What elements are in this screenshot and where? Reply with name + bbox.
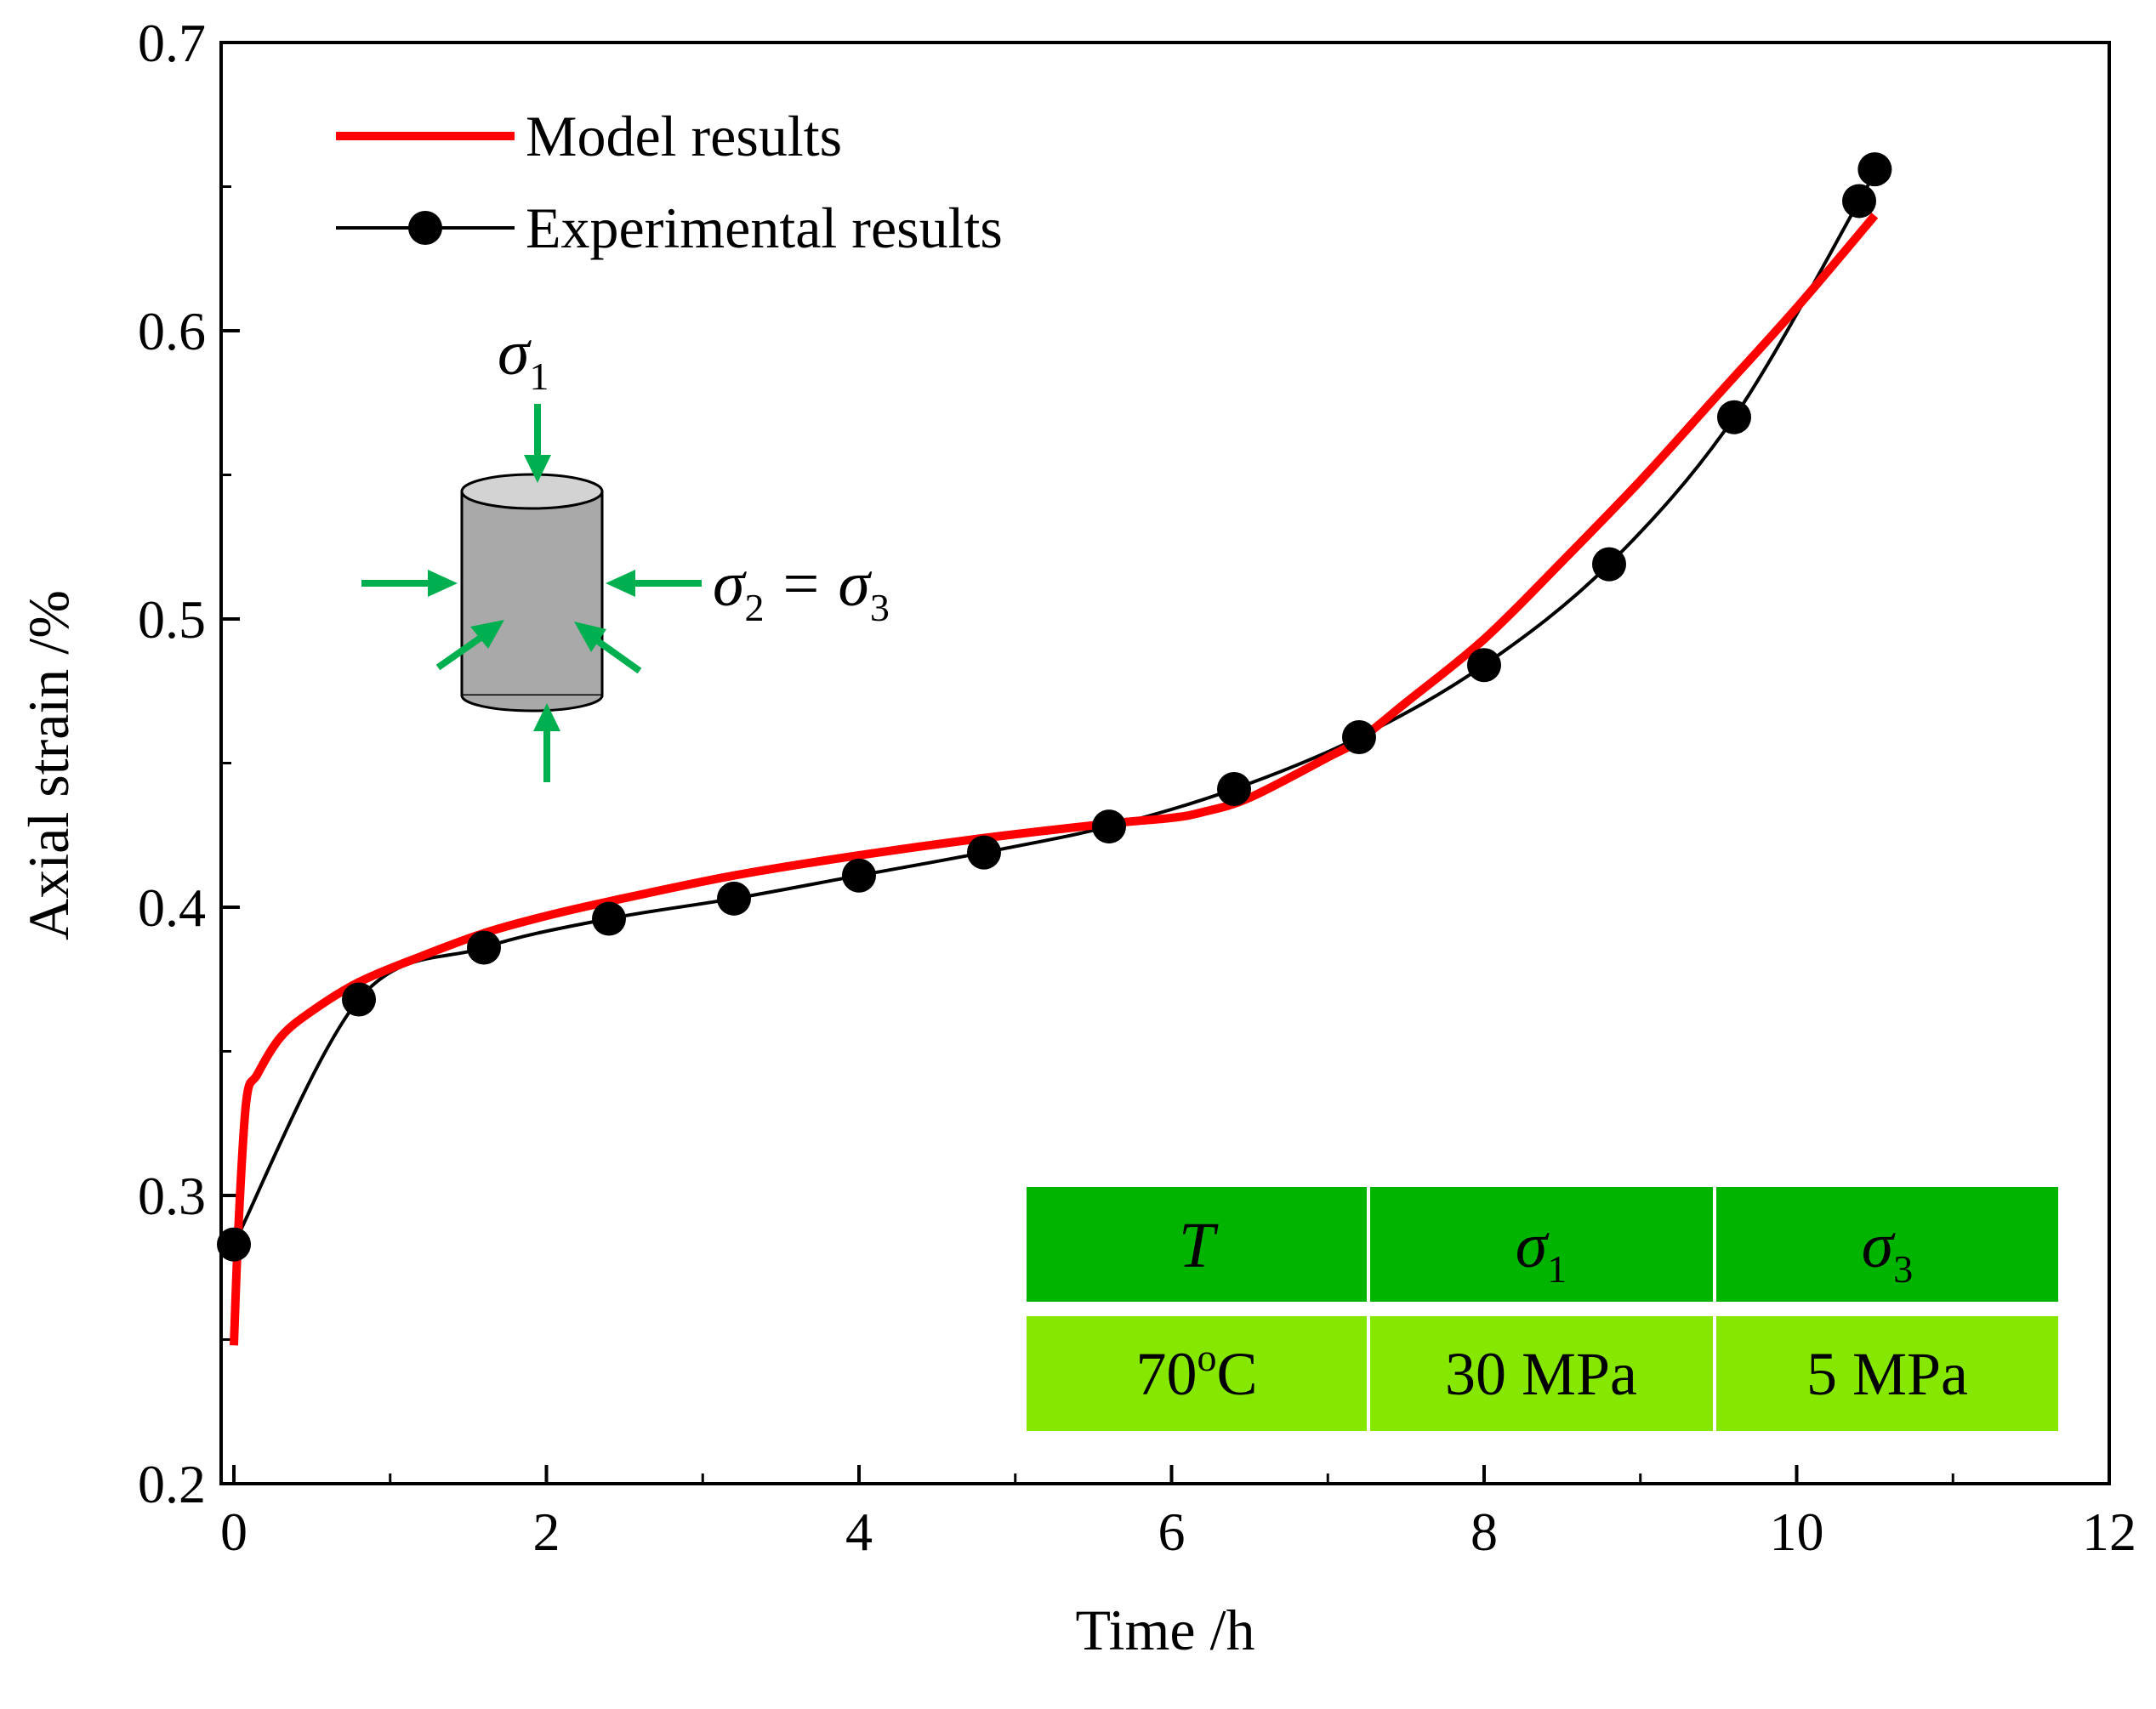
table-value-cell-3 xyxy=(1716,1316,2058,1431)
x-tick-label: 6 xyxy=(1158,1502,1186,1562)
legend-model-label: Model results xyxy=(526,104,842,168)
x-tick-label: 12 xyxy=(2082,1502,2136,1562)
experimental-point xyxy=(217,1227,251,1262)
table-value-sigma3: 5 MPa xyxy=(1806,1340,1968,1408)
conditions-table: T σ1 σ3 70oC 30 MPa 5 MPa xyxy=(1027,1187,2058,1431)
series-layer xyxy=(217,152,1892,1346)
x-axis-ticks: 0 2 4 6 8 10 12 xyxy=(220,1465,2136,1562)
arrow-diag-left-head-icon xyxy=(470,620,504,649)
experimental-point xyxy=(467,930,501,965)
y-tick-label: 0.4 xyxy=(138,877,206,938)
arrow-left-head-icon xyxy=(428,570,458,597)
experimental-point xyxy=(592,901,626,936)
arrow-diag-left-icon xyxy=(435,633,486,671)
experimental-point xyxy=(1342,719,1376,754)
load-arrows xyxy=(361,404,702,782)
experimental-point xyxy=(717,881,751,916)
arrow-top-head-icon xyxy=(524,455,551,483)
table-value-sigma1: 30 MPa xyxy=(1445,1340,1637,1408)
table-value-temperature: 70oC xyxy=(1135,1336,1257,1408)
y-tick-label: 0.3 xyxy=(138,1166,206,1226)
arrow-diag-right-head-icon xyxy=(574,622,606,652)
specimen-body xyxy=(460,490,604,697)
arrow-bottom-head-icon xyxy=(533,703,560,731)
experimental-point xyxy=(1857,152,1892,187)
y-tick-label: 0.7 xyxy=(138,13,206,73)
y-tick-label: 0.5 xyxy=(138,589,206,650)
experimental-point xyxy=(1092,809,1126,844)
table-header-t: T xyxy=(1179,1210,1219,1281)
arrow-diag-right-icon xyxy=(593,636,642,674)
legend-exp-marker xyxy=(408,211,442,245)
table-header-sigma1: σ1 xyxy=(1516,1210,1567,1291)
specimen-top-face xyxy=(460,473,604,510)
experimental-point xyxy=(1467,648,1501,683)
y-axis-ticks: 0.2 0.3 0.4 0.5 0.6 0.7 xyxy=(138,13,240,1514)
table-header-cell-3 xyxy=(1716,1187,2058,1302)
table-header-cell-1 xyxy=(1027,1187,1367,1302)
table-header-sigma3: σ3 xyxy=(1862,1210,1913,1291)
table-header-cell-2 xyxy=(1370,1187,1713,1302)
x-tick-label: 0 xyxy=(220,1502,247,1562)
table-value-cell-1 xyxy=(1027,1316,1367,1431)
experimental-point xyxy=(1592,547,1626,582)
sigma2-sigma3-label: σ2 = σ3 xyxy=(713,548,890,629)
y-axis-title: Axial strain /% xyxy=(16,590,81,940)
arrow-right-head-icon xyxy=(606,570,635,597)
x-tick-label: 2 xyxy=(533,1502,560,1562)
sigma1-label: σ1 xyxy=(498,317,549,398)
y-tick-label: 0.2 xyxy=(138,1454,206,1514)
legend: Model results Experimental results xyxy=(336,104,1003,260)
experimental-point xyxy=(1842,184,1876,219)
y-tick-label: 0.6 xyxy=(138,301,206,361)
experimental-point xyxy=(342,982,376,1017)
model-results-line xyxy=(230,213,1879,1346)
experimental-point xyxy=(967,835,1001,870)
x-axis-title: Time /h xyxy=(1075,1598,1254,1662)
specimen-diagram: σ1 σ2 = σ3 xyxy=(361,317,890,782)
experimental-point xyxy=(1717,400,1751,434)
experimental-point xyxy=(1217,772,1251,807)
x-tick-label: 4 xyxy=(845,1502,873,1562)
table-value-cell-2 xyxy=(1370,1316,1713,1431)
legend-exp-label: Experimental results xyxy=(526,196,1003,260)
experimental-point xyxy=(842,858,876,893)
x-tick-label: 10 xyxy=(1770,1502,1824,1562)
x-tick-label: 8 xyxy=(1471,1502,1498,1562)
specimen-bottom-edge xyxy=(460,695,604,713)
